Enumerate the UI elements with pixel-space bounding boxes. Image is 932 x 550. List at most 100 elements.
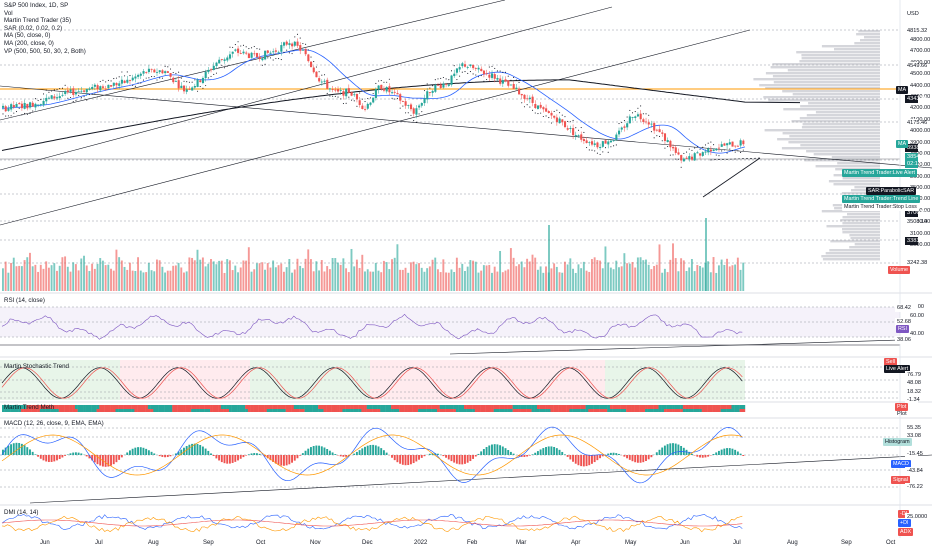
martin-trend-strip: [364, 409, 367, 412]
volume-bar: [126, 269, 129, 291]
volume-bar: [434, 257, 437, 291]
sar-dot: [269, 57, 272, 59]
candle-body: [496, 77, 499, 80]
sar-dot: [386, 81, 388, 83]
martin-trend-strip: [161, 409, 165, 412]
macd-histogram-bar: [615, 453, 618, 455]
volume-bar: [639, 257, 642, 291]
sar-dot: [472, 73, 474, 75]
sar-dot: [564, 116, 566, 118]
sar-dot: [718, 155, 720, 157]
macd-histogram-bar: [393, 455, 396, 461]
martin-trend-strip: [407, 405, 411, 409]
macd-histogram-bar: [328, 450, 331, 455]
martin-trend-strip: [31, 405, 35, 409]
candle-body: [561, 119, 564, 123]
candle-body: [31, 102, 34, 107]
time-label: Sep: [841, 540, 852, 546]
rsi-title[interactable]: RSI (14, close): [4, 297, 45, 304]
martin-trend-strip: [131, 405, 135, 409]
sar-dot: [477, 76, 480, 78]
macd-histogram-bar: [91, 455, 94, 461]
martin-trend-strip: [674, 409, 678, 412]
volume-profile-bar: [788, 141, 880, 144]
candle-body: [323, 80, 326, 82]
sar-dot: [586, 146, 588, 149]
martin-trend-strip: [604, 409, 608, 412]
volume-bar: [61, 257, 64, 291]
candle-body: [118, 83, 121, 86]
macd-histogram-bar: [609, 452, 612, 455]
martin-trend-strip: [39, 409, 43, 412]
martin-trend-strip: [491, 405, 494, 409]
indicator-sar[interactable]: SAR (0.02, 0.02, 0.2): [4, 24, 63, 32]
volume-profile-bar: [864, 36, 880, 39]
volume-bar: [661, 272, 664, 291]
volume-profile-bar: [799, 117, 880, 120]
candle-body: [593, 143, 596, 145]
martin-trend-strip: [618, 405, 621, 409]
macd-histogram-bar: [493, 444, 496, 455]
martin-trend-strip: [7, 405, 11, 409]
candle-body: [655, 129, 658, 131]
volume-bar: [315, 261, 318, 291]
volume-profile-bar: [821, 210, 880, 213]
macd-histogram-bar: [734, 449, 737, 455]
volume-bar: [631, 262, 634, 291]
price-tick: 3200.00: [910, 219, 931, 226]
stoch-title[interactable]: Martin Stochastic Trend: [4, 363, 69, 370]
indicator-vp[interactable]: VP (500, 500, 50, 30, 2, Both): [4, 47, 86, 55]
sar-dot: [426, 83, 428, 85]
martin-trend-strip: [707, 405, 711, 409]
candle-body: [380, 84, 383, 90]
rsi-tick: 60.00: [910, 313, 924, 319]
macd-histogram-bar: [345, 455, 348, 457]
martin-trend-strip: [37, 405, 41, 409]
martin-trend-strip: [382, 405, 386, 409]
candle-body: [734, 145, 737, 147]
sar-dot: [142, 79, 145, 81]
martin-trend-strip: [566, 405, 570, 409]
candle-body: [282, 42, 286, 46]
indicator-ma50[interactable]: MA (50, close, 0): [4, 32, 51, 40]
martin-trend-strip: [147, 409, 151, 412]
stoch-zone: [370, 360, 460, 400]
volume-bar: [723, 264, 726, 291]
volume-profile-bar: [851, 189, 880, 192]
volume-bar: [504, 270, 507, 291]
volume-bar: [555, 266, 558, 291]
indicator-ma200[interactable]: MA (200, close, 0): [4, 39, 54, 47]
candle-body: [12, 105, 15, 108]
martin-trend-strip: [655, 409, 659, 412]
dmi-title[interactable]: DMI (14, 14): [4, 509, 39, 516]
candle-body: [485, 73, 488, 75]
martin-trend-strip: [672, 409, 675, 412]
martin-trend-strip: [472, 405, 476, 409]
indicator-martin-trend-trader[interactable]: Martin Trend Trader (35): [4, 17, 72, 25]
sar-dot: [167, 66, 169, 68]
martin-trend-strip: [199, 409, 203, 412]
martin-trend-title[interactable]: Martin Trend Meth: [4, 404, 55, 411]
volume-profile-bar: [849, 234, 880, 237]
macd-value: 55.35: [905, 424, 921, 432]
candle-body: [685, 157, 688, 159]
candle-body: [99, 86, 102, 91]
candle-body: [318, 78, 321, 82]
candle-body: [310, 61, 313, 68]
sar-dot: [375, 82, 377, 85]
macd-title[interactable]: MACD (12, 26, close, 9, EMA, EMA): [4, 420, 104, 427]
sar-dot: [445, 78, 447, 80]
martin-trend-strip: [331, 409, 335, 412]
sar-dot: [145, 77, 147, 79]
martin-trend-strip: [239, 409, 243, 412]
indicator-vol[interactable]: Vol: [4, 9, 13, 17]
sar-dot: [264, 63, 266, 65]
volume-profile-bar: [829, 249, 880, 252]
macd-histogram-bar: [247, 454, 250, 455]
candle-body: [588, 142, 591, 144]
volume-profile-bar: [858, 30, 880, 33]
symbol-title[interactable]: S&P 500 Index, 1D, SP: [4, 2, 69, 9]
martin-trend-strip: [20, 405, 24, 409]
sar-dot: [232, 46, 234, 48]
